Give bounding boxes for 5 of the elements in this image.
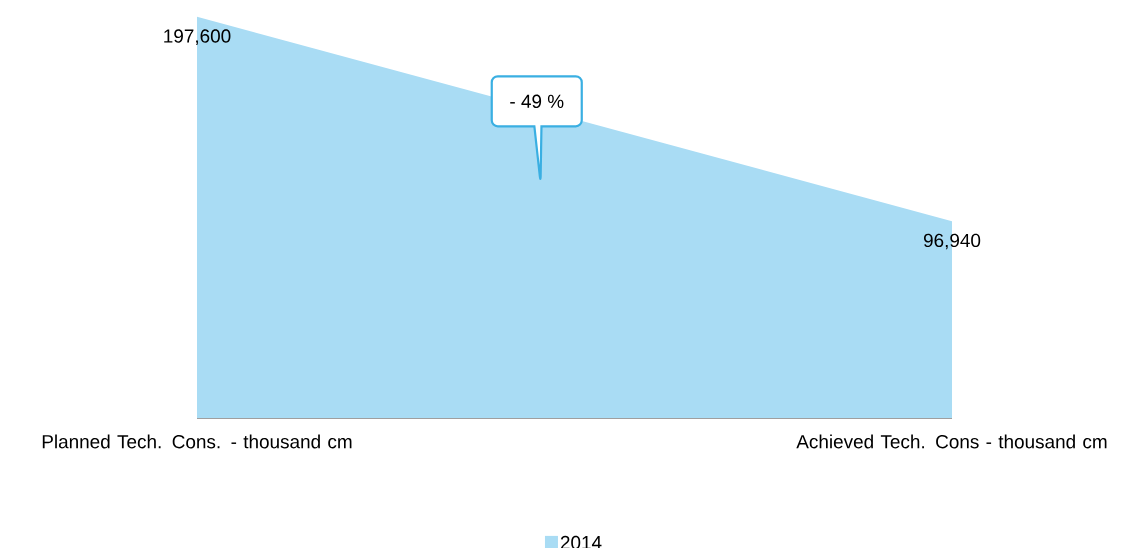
x-tick-label: Achieved Tech. Cons - thousand cm [796, 434, 1107, 449]
data-label: 197,600 [164, 29, 231, 45]
data-label: 96,940 [923, 233, 981, 250]
annotation: - 49 % [510, 94, 564, 109]
x-tick-label: Planned Tech. Cons. - thousand cm [42, 434, 352, 449]
